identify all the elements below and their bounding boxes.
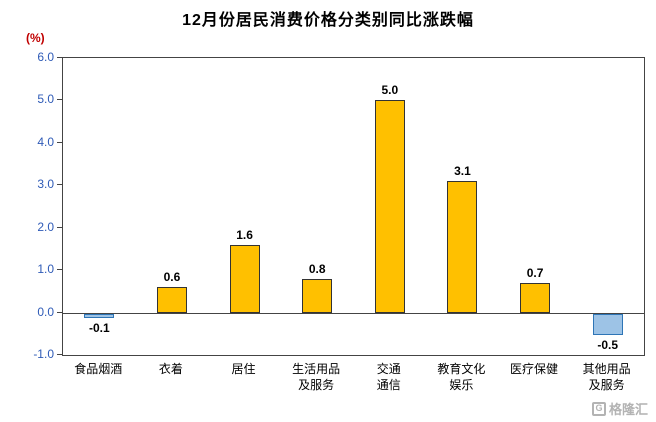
bar <box>447 181 478 313</box>
category-label: 其他用品 及服务 <box>582 362 631 392</box>
y-axis-tick-mark <box>57 141 62 143</box>
y-tick-label: 2.0 <box>37 219 54 234</box>
bar-value-label: -0.1 <box>88 320 110 335</box>
y-axis-tick-mark <box>57 311 62 313</box>
y-axis-tick-mark <box>57 354 62 355</box>
y-axis-tick-labels: 6.0 5.0 4.0 3.0 2.0 1.0 0.0 -1.0 <box>12 50 54 361</box>
bar <box>229 244 260 313</box>
bar <box>302 278 333 313</box>
category-label: 教育文化 娱乐 <box>437 362 486 392</box>
bar <box>156 287 187 313</box>
plot-area: -0.1 0.6 1.6 0.8 5.0 3.1 0.7 -0.5 <box>62 57 645 356</box>
y-tick-label: 1.0 <box>37 262 54 277</box>
bar-value-label: 5.0 <box>381 83 399 98</box>
chart-title: 12月份居民消费价格分类别同比涨跌幅 <box>182 12 474 29</box>
y-tick-label: 4.0 <box>37 134 54 149</box>
category-label: 食品烟酒 <box>74 362 123 376</box>
y-axis-tick-mark <box>57 226 62 228</box>
y-axis-unit-label: (%) <box>26 31 45 45</box>
y-tick-label: 5.0 <box>37 92 54 107</box>
y-axis-tick-mark <box>57 99 62 101</box>
bar <box>592 313 623 335</box>
bar <box>374 100 405 313</box>
y-axis-tick-mark <box>57 57 62 58</box>
x-axis-category-labels: 食品烟酒 衣着 居住 生活用品 及服务 交通 通信 教育文化 娱乐 医疗保健 其他用品 及服务 <box>62 362 645 406</box>
y-tick-label: 3.0 <box>37 177 54 192</box>
gelonghui-logo-icon: G <box>591 401 606 416</box>
watermark: G 格隆汇 <box>591 399 648 418</box>
bar-value-label: 3.1 <box>454 164 471 179</box>
bar <box>84 313 115 318</box>
category-label: 生活用品 及服务 <box>292 362 341 392</box>
bar-value-label: 0.7 <box>526 265 544 280</box>
category-label: 衣着 <box>158 362 183 376</box>
y-tick-label: 6.0 <box>37 50 54 64</box>
zero-axis-line <box>63 312 644 314</box>
y-tick-label: -1.0 <box>33 347 54 361</box>
y-tick-label: 0.0 <box>37 304 54 319</box>
bar-value-label: -0.5 <box>597 337 619 352</box>
category-label: 居住 <box>231 362 256 376</box>
bar <box>520 282 551 313</box>
bar-value-label: 0.6 <box>163 270 181 285</box>
y-axis-tick-mark <box>57 269 62 271</box>
category-label: 交通 通信 <box>376 362 401 392</box>
bar-value-label: 1.6 <box>236 227 253 242</box>
category-label: 医疗保健 <box>510 362 559 376</box>
bar-value-label: 0.8 <box>308 261 326 276</box>
y-axis-tick-mark <box>57 184 62 186</box>
watermark-text: 格隆汇 <box>608 402 648 417</box>
